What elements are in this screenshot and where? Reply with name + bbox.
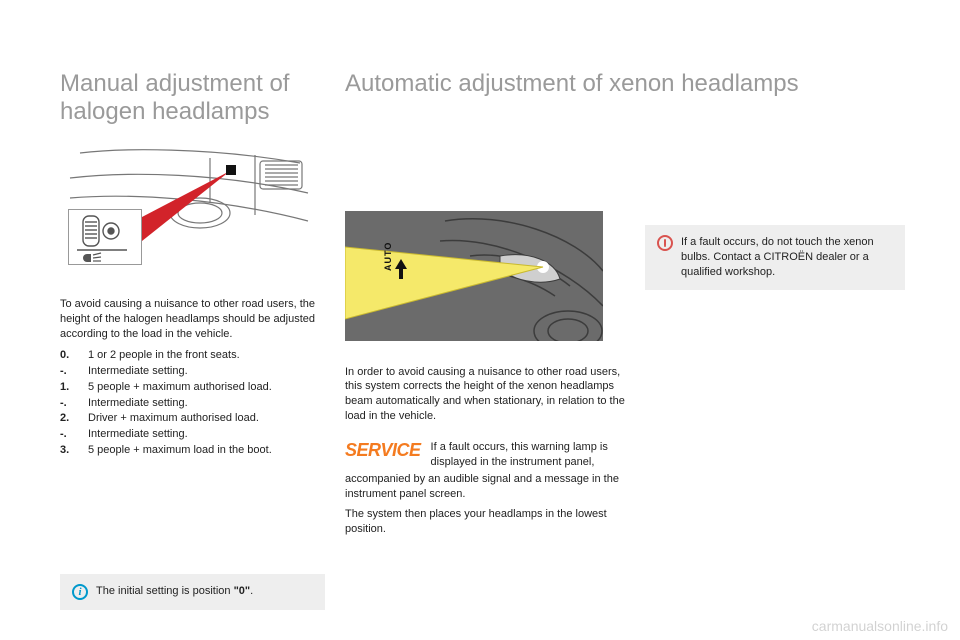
service-icon: SERVICE (345, 440, 421, 470)
warning-text: If a fault occurs, do not touch the xeno… (681, 235, 893, 280)
list-item: 2.Driver + maximum authorised load. (60, 411, 325, 427)
list-item: -.Intermediate setting. (60, 396, 325, 412)
warning-box: If a fault occurs, do not touch the xeno… (645, 225, 905, 290)
figure-xenon-beam: AUTO (345, 211, 603, 341)
list-item: 0.1 or 2 people in the front seats. (60, 348, 325, 364)
info-icon: i (72, 584, 88, 600)
column-auto-main: Automatic adjustment of xenon headlamps (345, 70, 625, 543)
info-note-container: i The initial setting is position "0". (60, 574, 325, 610)
page: Manual adjustment of halogen headlamps (0, 0, 960, 543)
warning-icon (657, 235, 673, 251)
xenon-illustration: AUTO (345, 211, 603, 341)
service-text-after: The system then places your headlamps in… (345, 507, 625, 537)
manual-intro: To avoid causing a nuisance to other roa… (60, 297, 325, 342)
heading-manual: Manual adjustment of halogen headlamps (60, 70, 325, 125)
list-item: 3.5 people + maximum load in the boot. (60, 443, 325, 459)
watermark: carmanualsonline.info (812, 618, 948, 634)
column-auto-side: If a fault occurs, do not touch the xeno… (645, 70, 905, 543)
list-item: -.Intermediate setting. (60, 427, 325, 443)
manual-settings-list: 0.1 or 2 people in the front seats. -.In… (60, 348, 325, 460)
column-manual: Manual adjustment of halogen headlamps (60, 70, 325, 543)
service-block: SERVICE If a fault occurs, this warning … (345, 440, 625, 470)
info-text: The initial setting is position "0". (96, 584, 253, 599)
dial-inset (68, 209, 142, 265)
dial-icon (69, 210, 143, 266)
service-text-right: If a fault occurs, this warning lamp is … (431, 440, 625, 470)
info-note: i The initial setting is position "0". (60, 574, 325, 610)
list-item: -.Intermediate setting. (60, 364, 325, 380)
list-item: 1.5 people + maximum authorised load. (60, 380, 325, 396)
auto-label: AUTO (383, 241, 393, 270)
service-text-cont: accompanied by an audible signal and a m… (345, 472, 625, 502)
auto-intro: In order to avoid causing a nuisance to … (345, 365, 625, 424)
figure-dashboard-dial (60, 143, 310, 273)
